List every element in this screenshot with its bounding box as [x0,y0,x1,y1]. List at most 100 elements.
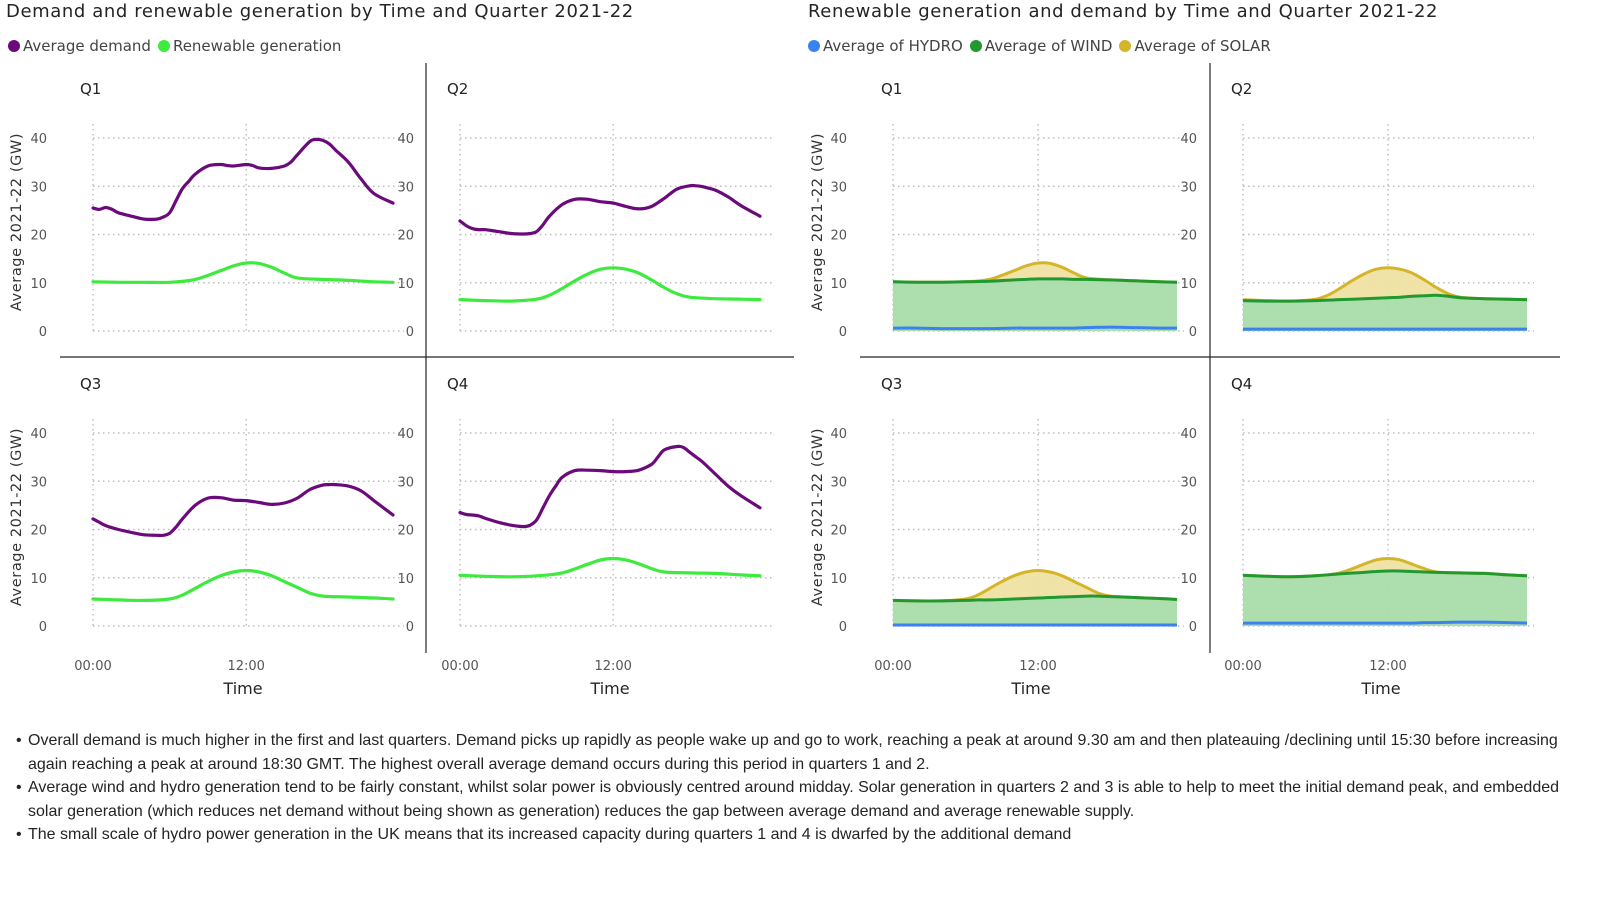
x-axis-title: Time [1360,679,1400,698]
demand-line-q3[interactable] [91,482,395,538]
wind-area-q3 [893,596,1177,626]
x-axis-title: Time [222,679,262,698]
legend-label-demand: Average demand [23,37,151,55]
x-tick-label: 12:00 [1369,659,1406,674]
wind-line-q3[interactable] [892,594,1178,603]
y-axis-title: Average 2021-22 (GW) [810,133,826,311]
legend-label-wind: Average of WIND [984,37,1113,55]
x-tick-label: 00:00 [874,659,911,674]
x-axis-title: Time [589,679,629,698]
left-axes-1: 0 10 20 30 40 [397,124,772,340]
left-axes-0: 0 10 20 30 40 [30,124,404,340]
left-legend: Average demand Renewable generation [8,37,348,55]
y-tick-label: 0 [406,325,414,340]
left-chart-title: Demand and renewable generation by Time … [6,1,634,22]
y-tick-label: 30 [1180,475,1197,490]
y-axis-title: Average 2021-22 (GW) [9,428,25,606]
legend-item-wind[interactable]: Average of WIND [969,37,1113,55]
renewable-line-q4[interactable] [458,556,762,579]
y-tick-label: 10 [830,277,847,292]
right-legend: Average of HYDRO Average of WIND Average… [808,37,1278,55]
renewable-line-q3[interactable] [91,568,395,603]
panel-label: Q4 [1231,375,1252,393]
legend-label-solar: Average of SOLAR [1134,37,1271,55]
y-tick-label: 20 [397,229,414,244]
x-tick-label: 12:00 [594,659,631,674]
demand-line-q4[interactable] [458,444,762,529]
panel-label: Q1 [881,80,902,98]
y-axis-title: Average 2021-22 (GW) [810,428,826,606]
y-tick-label: 20 [397,524,414,539]
y-tick-label: 0 [39,325,47,340]
legend-marker-renewable [157,40,170,52]
y-tick-label: 30 [830,475,847,490]
y-tick-label: 40 [397,132,414,147]
y-tick-label: 0 [39,620,47,635]
y-tick-label: 20 [30,229,47,244]
y-tick-label: 30 [397,180,414,195]
y-tick-label: 0 [1189,620,1197,635]
hydro-line-q4[interactable] [1243,620,1528,625]
wind-area-q4 [1243,570,1527,626]
y-tick-label: 0 [1189,325,1197,340]
y-tick-label: 30 [830,180,847,195]
right-chart-title: Renewable generation and demand by Time … [808,1,1439,22]
hydro-line-q1[interactable] [892,325,1178,331]
y-tick-label: 40 [30,132,47,147]
x-tick-label: 12:00 [227,659,264,674]
panel-label: Q3 [80,375,101,393]
legend-item-hydro[interactable]: Average of HYDRO [808,37,963,55]
panel-label: Q4 [447,375,468,393]
legend-marker-demand [8,40,20,52]
y-tick-label: 20 [30,524,47,539]
panel-label: Q2 [447,80,468,98]
y-tick-label: 20 [1180,229,1197,244]
demand-line-q2[interactable] [458,183,762,236]
renewable-line-q2[interactable] [458,266,762,303]
y-tick-label: 40 [1180,132,1197,147]
small-multiples-charts: 0 10 20 30 40 Q1 0 10 20 30 40 Q2 0 10 20 30 40 Q3 0 10 20 30… [9,63,1560,698]
note-item: The small scale of hydro power generatio… [16,823,1576,847]
legend-marker-solar [1119,40,1132,52]
y-tick-label: 30 [30,180,47,195]
legend-item-renewable[interactable]: Renewable generation [157,37,342,55]
y-tick-label: 30 [1180,180,1197,195]
y-tick-label: 40 [830,132,847,147]
y-tick-label: 0 [839,620,847,635]
left-axes-3: 0 10 20 30 40 [397,419,772,635]
legend-marker-hydro [808,40,820,52]
y-tick-label: 10 [30,277,47,292]
renewable-line-q1[interactable] [91,261,395,285]
legend-label-renewable: Renewable generation [172,37,342,55]
note-item: Average wind and hydro generation tend t… [16,776,1576,823]
x-tick-label: 00:00 [441,659,478,674]
legend-item-solar[interactable]: Average of SOLAR [1119,37,1271,55]
legend-marker-wind [969,40,982,52]
panel-label: Q2 [1231,80,1252,98]
y-tick-label: 20 [1180,524,1197,539]
x-tick-label: 00:00 [1224,659,1261,674]
solar-area-q3 [893,570,1177,602]
legend-item-demand[interactable]: Average demand [8,37,151,55]
panel-label: Q1 [80,80,101,98]
solar-area-q1 [893,262,1177,283]
left-axes-2: 0 10 20 30 40 [30,419,404,635]
y-tick-label: 10 [830,572,847,587]
panel-label: Q3 [881,375,902,393]
y-tick-label: 40 [30,427,47,442]
wind-area-q2 [1243,295,1527,331]
wind-line-q1[interactable] [892,277,1178,284]
x-tick-label: 00:00 [74,659,111,674]
legend-label-hydro: Average of HYDRO [823,37,963,55]
y-tick-label: 40 [1180,427,1197,442]
wind-line-q4[interactable] [1242,569,1528,579]
y-tick-label: 0 [839,325,847,340]
y-tick-label: 10 [30,572,47,587]
y-tick-label: 0 [406,620,414,635]
y-tick-label: 10 [1180,572,1197,587]
note-item: Overall demand is much higher in the fir… [16,729,1576,776]
wind-line-q2[interactable] [1242,293,1528,303]
y-tick-label: 10 [1180,277,1197,292]
demand-line-q1[interactable] [91,137,395,221]
solar-area-q2 [1243,267,1527,302]
